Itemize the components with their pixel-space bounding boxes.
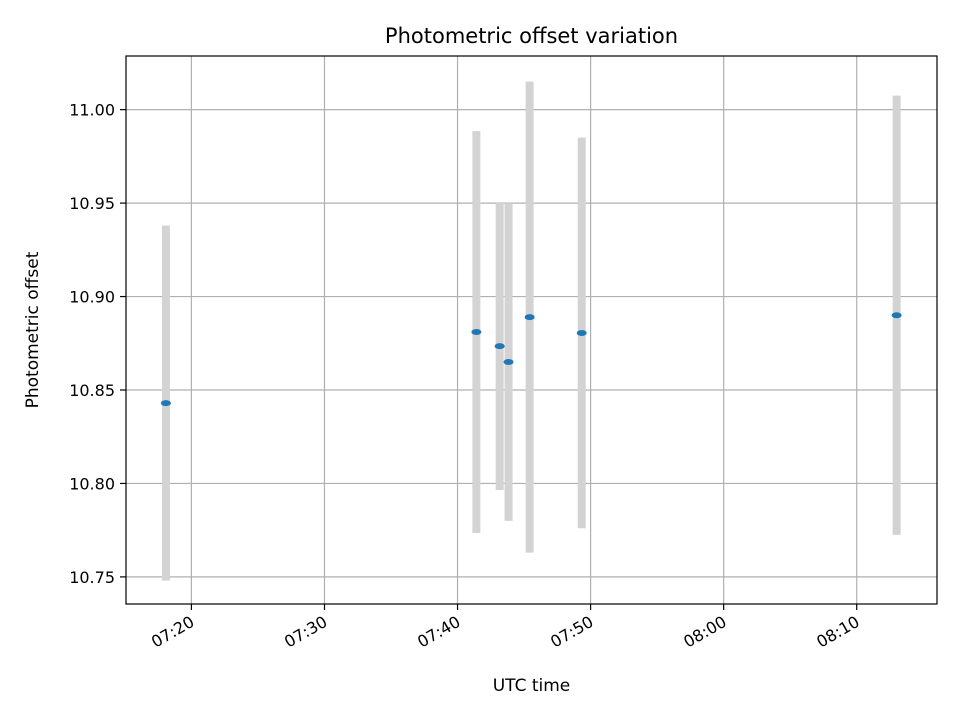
plot-frame [125, 55, 938, 605]
x-axis-title: UTC time [493, 676, 571, 696]
y-tick-label: 10.95 [69, 194, 115, 213]
data-point [891, 312, 902, 319]
y-axis-title: Photometric offset [23, 251, 43, 408]
data-point [471, 329, 482, 336]
y-axis-ticks: 10.75 10.80 10.85 10.90 10.95 11.00 [69, 101, 126, 587]
data-point [160, 400, 171, 407]
data-point [576, 329, 587, 336]
y-tick-label: 11.00 [69, 101, 115, 120]
chart-title: Photometric offset variation [385, 24, 678, 48]
data-points [160, 312, 902, 407]
data-point [494, 343, 505, 350]
y-tick-label: 10.85 [69, 381, 115, 400]
y-tick-label: 10.90 [69, 288, 115, 307]
y-tick-label: 10.80 [69, 474, 115, 493]
data-point [524, 314, 535, 321]
y-tick-label: 10.75 [69, 568, 115, 587]
data-point [503, 358, 514, 365]
